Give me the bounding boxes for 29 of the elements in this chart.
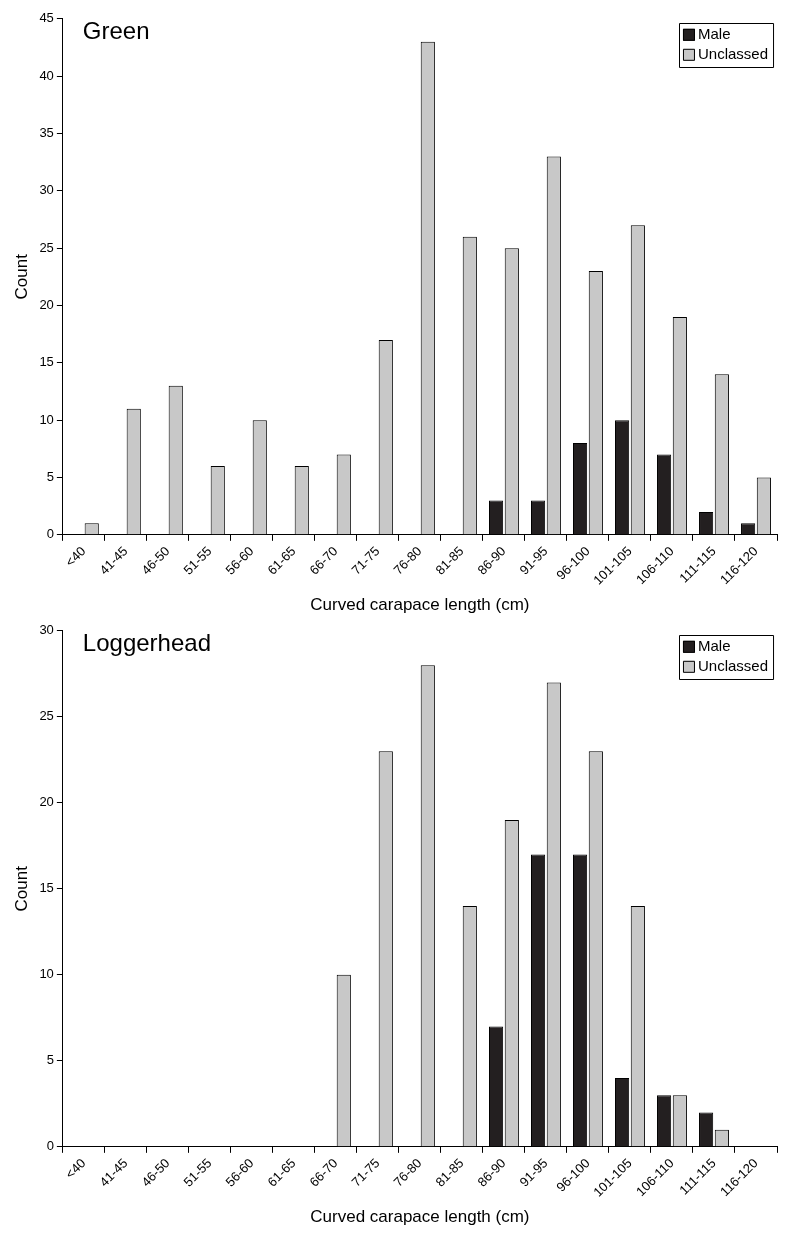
- y-tick-label: 25: [39, 239, 54, 255]
- y-tick-label: 0: [46, 526, 54, 542]
- y-tick-label: 40: [39, 67, 54, 83]
- y-tick-label: 25: [39, 708, 54, 724]
- chart-title: Green: [82, 17, 150, 45]
- x-axis-title: Curved carapace length (cm): [310, 595, 530, 615]
- y-tick-label: 30: [39, 622, 54, 638]
- y-tick-label: 20: [39, 297, 54, 313]
- y-tick-label: 30: [39, 182, 54, 198]
- y-axis-title: Count: [11, 865, 31, 912]
- y-tick-label: 10: [39, 411, 54, 427]
- x-tick-label: <40: [62, 543, 89, 570]
- y-tick-label: 5: [46, 469, 54, 485]
- y-tick-label: 15: [39, 880, 54, 896]
- x-tick-label: <40: [62, 1155, 89, 1182]
- y-tick-label: 15: [39, 354, 54, 370]
- y-tick-label: 45: [39, 10, 54, 26]
- x-axis-title: Curved carapace length (cm): [310, 1207, 530, 1227]
- chart-title: Loggerhead: [82, 629, 211, 657]
- legend-label: Unclassed: [697, 44, 769, 62]
- y-tick-label: 0: [46, 1138, 54, 1154]
- y-tick-label: 10: [39, 966, 54, 982]
- legend-label: Male: [697, 24, 731, 42]
- y-axis-title: Count: [11, 253, 31, 300]
- y-tick-label: 35: [39, 125, 54, 141]
- y-tick-label: 5: [46, 1052, 54, 1068]
- legend-label: Male: [697, 636, 731, 654]
- legend-label: Unclassed: [697, 656, 769, 674]
- y-tick-label: 20: [39, 794, 54, 810]
